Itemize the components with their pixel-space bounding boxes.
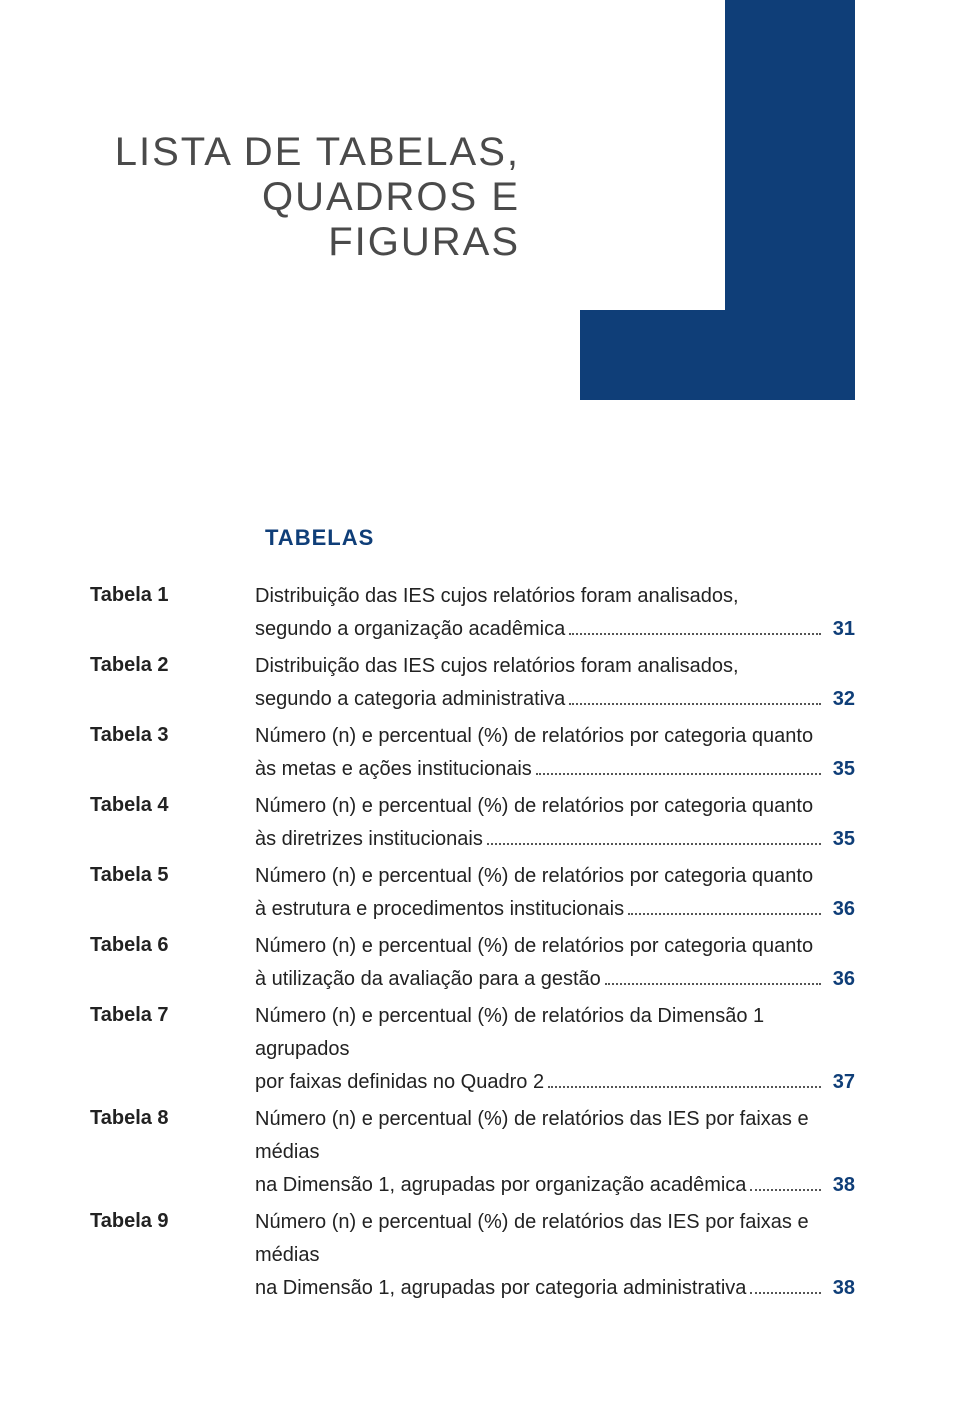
toc-entry: Tabela 2Distribuição das IES cujos relat… xyxy=(90,650,855,716)
toc-entry-last-line: às metas e ações institucionais 35 xyxy=(255,753,855,786)
toc-entry-last-text: às diretrizes institucionais xyxy=(255,823,483,856)
toc-entry-text-line: Distribuição das IES cujos relatórios fo… xyxy=(255,650,855,683)
toc-entry-last-line: à utilização da avaliação para a gestão 3… xyxy=(255,963,855,996)
toc-entry-label: Tabela 3 xyxy=(90,720,255,747)
toc-entry-label: Tabela 8 xyxy=(90,1103,255,1130)
toc-entry-text-line: Número (n) e percentual (%) de relatório… xyxy=(255,1103,855,1169)
toc-entry: Tabela 5Número (n) e percentual (%) de r… xyxy=(90,860,855,926)
toc-entry-text-line: Distribuição das IES cujos relatórios fo… xyxy=(255,580,855,613)
toc-page-number: 38 xyxy=(827,1169,855,1202)
toc-page-number: 35 xyxy=(827,753,855,786)
decorative-L-horizontal xyxy=(580,310,855,400)
toc-entry-last-line: às diretrizes institucionais 35 xyxy=(255,823,855,856)
toc-page-number: 32 xyxy=(827,683,855,716)
toc-entry-label: Tabela 2 xyxy=(90,650,255,677)
toc-entry-label: Tabela 1 xyxy=(90,580,255,607)
toc-entry-body: Número (n) e percentual (%) de relatório… xyxy=(255,860,855,926)
toc-leader-dots xyxy=(569,703,821,705)
toc-entry-label: Tabela 6 xyxy=(90,930,255,957)
toc-entry-text-line: Número (n) e percentual (%) de relatório… xyxy=(255,720,855,753)
toc-page-number: 31 xyxy=(827,613,855,646)
toc-entry-last-line: na Dimensão 1, agrupadas por categoria a… xyxy=(255,1272,855,1305)
toc-page-number: 36 xyxy=(827,963,855,996)
toc-entry-last-line: na Dimensão 1, agrupadas por organização… xyxy=(255,1169,855,1202)
toc-entry: Tabela 3Número (n) e percentual (%) de r… xyxy=(90,720,855,786)
toc-entry-label: Tabela 4 xyxy=(90,790,255,817)
toc-entry-body: Número (n) e percentual (%) de relatório… xyxy=(255,1103,855,1202)
toc-leader-dots xyxy=(750,1292,820,1294)
toc-entry: Tabela 1Distribuição das IES cujos relat… xyxy=(90,580,855,646)
toc-entry-last-text: segundo a organização acadêmica xyxy=(255,613,565,646)
title-line-2: QUADROS E FIGURAS xyxy=(90,175,520,265)
toc-entry-last-text: por faixas definidas no Quadro 2 xyxy=(255,1066,544,1099)
toc-entry-last-text: na Dimensão 1, agrupadas por organização… xyxy=(255,1169,746,1202)
toc-entry-body: Número (n) e percentual (%) de relatório… xyxy=(255,1206,855,1305)
table-of-contents: Tabela 1Distribuição das IES cujos relat… xyxy=(90,580,855,1309)
section-heading: TABELAS xyxy=(265,525,374,551)
toc-leader-dots xyxy=(536,773,821,775)
toc-entry-body: Número (n) e percentual (%) de relatório… xyxy=(255,1000,855,1099)
toc-entry-body: Número (n) e percentual (%) de relatório… xyxy=(255,930,855,996)
toc-entry-last-text: segundo a categoria administrativa xyxy=(255,683,565,716)
toc-leader-dots xyxy=(605,983,821,985)
toc-leader-dots xyxy=(628,913,821,915)
toc-entry-last-text: às metas e ações institucionais xyxy=(255,753,532,786)
toc-page-number: 38 xyxy=(827,1272,855,1305)
toc-entry: Tabela 4Número (n) e percentual (%) de r… xyxy=(90,790,855,856)
title-line-1: LISTA DE TABELAS, xyxy=(90,130,520,175)
toc-page-number: 37 xyxy=(827,1066,855,1099)
toc-entry-body: Distribuição das IES cujos relatórios fo… xyxy=(255,580,855,646)
toc-entry-last-line: segundo a organização acadêmica 31 xyxy=(255,613,855,646)
toc-entry-label: Tabela 9 xyxy=(90,1206,255,1233)
toc-entry-body: Número (n) e percentual (%) de relatório… xyxy=(255,790,855,856)
toc-entry-last-text: à estrutura e procedimentos instituciona… xyxy=(255,893,624,926)
toc-entry-last-line: à estrutura e procedimentos instituciona… xyxy=(255,893,855,926)
document-page: LISTA DE TABELAS, QUADROS E FIGURAS TABE… xyxy=(0,0,960,1412)
toc-leader-dots xyxy=(487,843,821,845)
toc-entry-label: Tabela 5 xyxy=(90,860,255,887)
toc-entry-last-text: na Dimensão 1, agrupadas por categoria a… xyxy=(255,1272,746,1305)
toc-leader-dots xyxy=(548,1086,821,1088)
toc-entry-text-line: Número (n) e percentual (%) de relatório… xyxy=(255,930,855,963)
toc-leader-dots xyxy=(569,633,821,635)
toc-entry: Tabela 6Número (n) e percentual (%) de r… xyxy=(90,930,855,996)
toc-entry-body: Distribuição das IES cujos relatórios fo… xyxy=(255,650,855,716)
toc-entry-last-line: segundo a categoria administrativa 32 xyxy=(255,683,855,716)
toc-entry-last-text: à utilização da avaliação para a gestão xyxy=(255,963,601,996)
toc-entry-label: Tabela 7 xyxy=(90,1000,255,1027)
toc-entry: Tabela 7Número (n) e percentual (%) de r… xyxy=(90,1000,855,1099)
toc-entry-text-line: Número (n) e percentual (%) de relatório… xyxy=(255,860,855,893)
toc-leader-dots xyxy=(750,1189,820,1191)
toc-entry-text-line: Número (n) e percentual (%) de relatório… xyxy=(255,790,855,823)
toc-entry-body: Número (n) e percentual (%) de relatório… xyxy=(255,720,855,786)
toc-entry-last-line: por faixas definidas no Quadro 2 37 xyxy=(255,1066,855,1099)
toc-entry: Tabela 8Número (n) e percentual (%) de r… xyxy=(90,1103,855,1202)
toc-entry-text-line: Número (n) e percentual (%) de relatório… xyxy=(255,1206,855,1272)
toc-page-number: 36 xyxy=(827,893,855,926)
toc-entry: Tabela 9Número (n) e percentual (%) de r… xyxy=(90,1206,855,1305)
toc-page-number: 35 xyxy=(827,823,855,856)
toc-entry-text-line: Número (n) e percentual (%) de relatório… xyxy=(255,1000,855,1066)
page-title: LISTA DE TABELAS, QUADROS E FIGURAS xyxy=(90,130,520,265)
